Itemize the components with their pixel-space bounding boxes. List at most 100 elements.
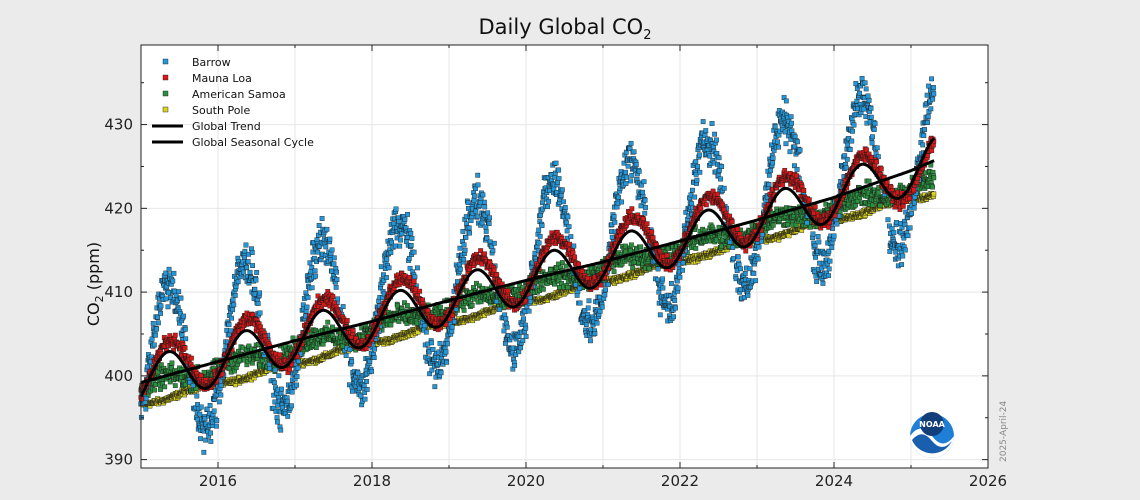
data-point xyxy=(397,243,403,249)
data-point xyxy=(612,219,618,225)
data-point xyxy=(552,174,558,180)
data-point xyxy=(473,208,479,214)
data-point xyxy=(930,184,935,190)
data-point xyxy=(276,373,282,379)
data-point xyxy=(144,364,150,370)
data-point xyxy=(372,346,377,352)
data-point xyxy=(334,269,339,275)
data-point xyxy=(150,320,156,326)
data-point xyxy=(333,284,339,290)
data-point xyxy=(169,365,174,371)
data-point xyxy=(364,379,369,384)
data-point xyxy=(178,295,184,301)
data-point xyxy=(315,249,321,255)
data-point xyxy=(228,328,234,334)
data-point xyxy=(408,230,414,236)
data-point xyxy=(494,299,499,304)
data-point xyxy=(585,305,591,311)
data-point xyxy=(284,398,290,404)
data-point xyxy=(304,304,310,310)
data-point xyxy=(546,198,552,204)
data-point xyxy=(463,234,469,240)
data-point xyxy=(536,227,542,233)
data-point xyxy=(566,224,572,230)
data-point xyxy=(170,278,176,284)
data-point xyxy=(158,311,163,316)
data-point xyxy=(623,243,628,249)
data-point xyxy=(143,395,149,401)
data-point xyxy=(388,250,394,255)
data-point xyxy=(257,290,263,296)
data-point xyxy=(250,263,256,269)
data-point xyxy=(411,249,417,255)
data-point xyxy=(552,281,558,287)
data-point xyxy=(330,324,335,330)
data-point xyxy=(201,449,207,455)
data-point xyxy=(479,220,485,226)
data-point xyxy=(597,308,603,314)
data-point xyxy=(255,301,261,306)
data-point xyxy=(466,225,472,231)
data-point xyxy=(253,277,259,283)
data-point xyxy=(289,389,295,395)
data-point xyxy=(154,326,159,332)
data-point xyxy=(565,284,571,290)
data-point xyxy=(158,362,164,368)
data-point xyxy=(631,149,637,155)
data-point xyxy=(564,228,570,234)
data-point xyxy=(577,286,583,291)
data-point xyxy=(471,193,477,199)
data-point xyxy=(444,341,450,347)
data-point xyxy=(182,326,188,332)
data-point xyxy=(371,355,377,360)
data-point xyxy=(586,298,592,304)
data-point xyxy=(412,274,418,280)
data-point xyxy=(294,374,300,379)
data-point xyxy=(218,392,224,398)
data-point xyxy=(556,176,562,181)
data-point xyxy=(465,200,471,205)
data-point xyxy=(457,266,463,272)
data-point xyxy=(408,243,414,248)
data-point xyxy=(486,221,492,226)
data-point xyxy=(198,404,204,410)
data-point xyxy=(475,172,481,178)
data-point xyxy=(875,190,881,196)
data-point xyxy=(638,244,644,250)
data-point xyxy=(181,313,186,319)
data-point xyxy=(559,187,565,193)
data-point xyxy=(254,270,260,275)
data-point xyxy=(467,230,472,236)
data-point xyxy=(272,380,277,386)
data-point xyxy=(247,269,253,275)
data-point xyxy=(438,370,444,376)
data-point xyxy=(523,325,529,331)
data-point xyxy=(242,254,247,260)
data-point xyxy=(285,413,291,419)
data-point xyxy=(388,322,394,328)
data-point xyxy=(577,300,583,306)
data-point xyxy=(487,215,492,221)
data-point xyxy=(165,304,171,310)
data-point xyxy=(422,323,428,329)
data-point xyxy=(257,310,263,316)
data-point xyxy=(230,297,236,303)
data-point xyxy=(323,244,329,250)
data-point xyxy=(312,268,318,274)
data-point xyxy=(562,205,568,210)
data-point xyxy=(386,265,392,271)
data-point xyxy=(313,273,318,279)
data-point xyxy=(866,178,872,184)
data-point xyxy=(793,222,799,228)
data-point xyxy=(309,285,315,291)
data-point xyxy=(329,268,335,274)
data-point xyxy=(402,216,408,222)
data-point xyxy=(334,277,340,282)
data-point xyxy=(545,204,550,209)
data-point xyxy=(275,402,281,408)
data-point xyxy=(460,228,466,234)
data-point xyxy=(232,293,238,298)
data-point xyxy=(319,216,325,221)
data-point xyxy=(588,338,593,344)
data-point xyxy=(630,265,636,271)
